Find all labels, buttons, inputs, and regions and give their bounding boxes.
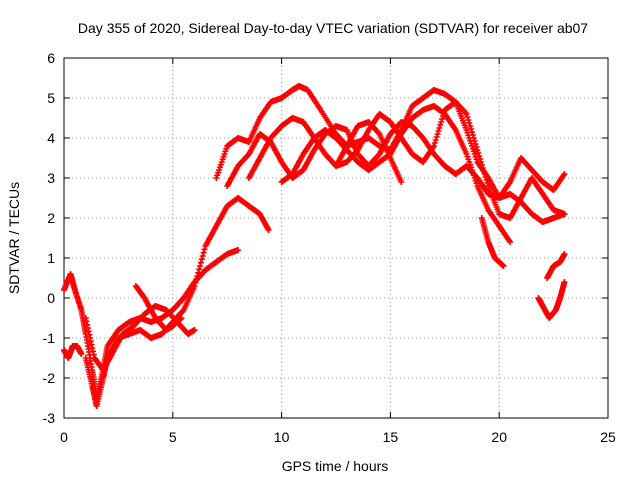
y-tick-label: 4	[47, 130, 55, 146]
data-point-marker	[198, 256, 205, 263]
data-point-marker	[463, 111, 470, 117]
data-point-marker	[199, 253, 206, 259]
x-tick-label: 20	[491, 429, 507, 445]
data-point-marker	[467, 123, 474, 129]
data-point-marker	[482, 174, 489, 180]
data-point-marker	[194, 273, 201, 279]
data-point-marker	[479, 165, 486, 171]
data-point-marker	[435, 128, 442, 134]
data-point-marker	[466, 120, 473, 126]
data-point-marker	[437, 122, 444, 128]
data-point-marker	[473, 144, 480, 150]
y-tick-label: 3	[47, 170, 55, 186]
data-point-marker	[474, 147, 481, 153]
y-tick-label: -1	[43, 330, 56, 346]
data-point-marker	[192, 279, 199, 286]
data-point-marker	[468, 126, 475, 132]
data-point-marker	[561, 211, 568, 217]
x-tick-label: 10	[274, 429, 290, 445]
data-point-marker	[475, 150, 482, 156]
data-points	[61, 83, 568, 409]
data-point-marker	[191, 327, 198, 333]
data-point-marker	[438, 119, 445, 125]
x-tick-label: 15	[383, 429, 399, 445]
y-tick-label: 2	[47, 210, 55, 226]
x-tick-label: 5	[169, 429, 177, 445]
series-track	[333, 119, 405, 185]
data-point-marker	[484, 180, 491, 186]
data-point-marker	[78, 351, 85, 357]
data-point-marker	[480, 168, 487, 174]
y-tick-label: 1	[47, 250, 55, 266]
data-point-marker	[200, 249, 207, 256]
data-point-marker	[439, 116, 446, 122]
data-point-marker	[483, 177, 490, 183]
x-tick-label: 0	[60, 429, 68, 445]
data-point-marker	[191, 283, 198, 289]
data-point-marker	[477, 156, 484, 162]
data-point-marker	[398, 179, 405, 185]
y-tick-label: -3	[43, 410, 56, 426]
x-tick-label: 25	[600, 429, 616, 445]
data-point-marker	[500, 263, 507, 269]
data-point-marker	[472, 141, 479, 147]
data-point-marker	[481, 171, 488, 177]
data-point-marker	[432, 137, 439, 143]
data-point-marker	[478, 162, 485, 168]
series-track	[61, 343, 85, 361]
data-point-marker	[431, 140, 438, 146]
y-tick-label: 5	[47, 90, 55, 106]
data-point-marker	[561, 251, 568, 257]
y-tick-label: -2	[43, 370, 56, 386]
data-point-marker	[196, 266, 203, 273]
x-axis-label: GPS time / hours	[282, 458, 389, 474]
data-point-marker	[195, 269, 202, 276]
data-point-marker	[235, 247, 242, 253]
data-point-marker	[476, 153, 483, 159]
data-point-marker	[201, 246, 208, 253]
data-point-marker	[434, 131, 441, 137]
data-point-marker	[197, 259, 204, 266]
y-axis-label: SDTVAR / TECUs	[6, 182, 22, 294]
data-point-marker	[462, 110, 469, 116]
data-point-marker	[465, 117, 472, 123]
series-track	[535, 279, 568, 321]
data-point-marker	[178, 315, 185, 321]
data-point-marker	[471, 138, 478, 144]
data-point-marker	[469, 132, 476, 138]
series-track	[478, 215, 507, 269]
chart-title: Day 355 of 2020, Sidereal Day-to-day VTE…	[78, 20, 588, 36]
y-tick-label: 0	[47, 290, 55, 306]
grid	[64, 58, 608, 418]
data-point-marker	[197, 263, 203, 269]
plot-frame	[63, 57, 609, 419]
data-point-marker	[265, 227, 272, 233]
data-point-marker	[433, 134, 440, 140]
data-point-marker	[430, 143, 437, 149]
data-point-marker	[469, 129, 475, 135]
series-track	[544, 251, 568, 281]
data-point-marker	[436, 125, 443, 131]
data-point-marker	[478, 159, 485, 165]
data-point-marker	[464, 114, 471, 120]
y-tick-label: 6	[47, 50, 55, 66]
series-track	[82, 303, 198, 373]
data-point-marker	[507, 239, 514, 245]
data-point-marker	[561, 171, 568, 177]
data-point-marker	[193, 276, 200, 283]
axis-ticks: 0 5 10 15 20 25 -3 -2 -1 0 1 2 3 4 5 6	[43, 50, 616, 445]
data-point-marker	[470, 135, 477, 141]
series-track	[224, 119, 568, 225]
series-track	[132, 283, 185, 333]
data-point-marker	[561, 279, 568, 285]
